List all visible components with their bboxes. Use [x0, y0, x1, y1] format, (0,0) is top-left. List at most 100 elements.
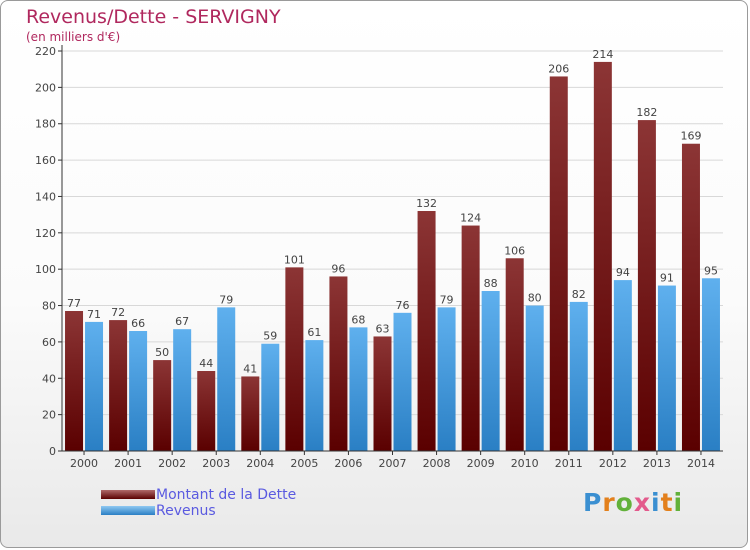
y-tick-label: 80	[42, 300, 56, 313]
bar-dette	[681, 143, 700, 451]
data-label-revenus: 67	[175, 315, 189, 328]
y-tick-label: 220	[35, 45, 56, 58]
bar-dette	[65, 311, 84, 451]
bar-dette	[241, 376, 260, 451]
data-label-revenus: 91	[660, 272, 674, 285]
x-tick-label: 2008	[423, 457, 451, 470]
bar-revenus	[613, 280, 632, 451]
bar-dette	[197, 371, 216, 451]
x-tick-label: 2012	[599, 457, 627, 470]
x-tick-label: 2013	[643, 457, 671, 470]
legend-label-dette: Montant de la Dette	[156, 487, 297, 503]
x-tick-label: 2002	[158, 457, 186, 470]
data-label-dette: 182	[636, 106, 657, 119]
bar-revenus	[481, 291, 500, 451]
y-tick-label: 60	[42, 336, 56, 349]
bar-revenus	[261, 343, 280, 451]
bar-revenus	[525, 305, 544, 451]
bar-dette	[593, 61, 612, 452]
bar-revenus	[569, 301, 588, 451]
bar-dette	[417, 211, 436, 451]
bar-revenus	[305, 340, 324, 451]
data-label-revenus: 66	[131, 317, 145, 330]
data-label-revenus: 79	[440, 293, 454, 306]
y-tick-label: 100	[35, 263, 56, 276]
bar-revenus	[393, 312, 412, 451]
y-tick-label: 200	[35, 81, 56, 94]
data-label-revenus: 71	[87, 308, 101, 321]
y-tick-label: 20	[42, 409, 56, 422]
proxiti-logo: Proxiti	[583, 488, 683, 517]
bar-dette	[461, 225, 480, 451]
data-label-dette: 77	[67, 297, 81, 310]
logo-letter: i	[673, 488, 684, 517]
y-tick-label: 120	[35, 227, 56, 240]
logo-letter: t	[660, 488, 674, 517]
bar-dette	[505, 258, 524, 451]
y-tick-label: 140	[35, 190, 56, 203]
data-label-dette: 41	[243, 362, 257, 375]
bar-revenus	[657, 285, 676, 451]
data-label-dette: 63	[376, 322, 390, 335]
x-tick-label: 2011	[555, 457, 583, 470]
data-label-dette: 72	[111, 306, 125, 319]
x-tick-label: 2009	[467, 457, 495, 470]
x-tick-label: 2003	[202, 457, 230, 470]
data-label-revenus: 76	[396, 299, 410, 312]
x-tick-label: 2014	[687, 457, 715, 470]
x-tick-label: 2006	[334, 457, 362, 470]
bar-dette	[329, 276, 348, 451]
bar-dette	[549, 76, 568, 452]
bar-dette	[373, 336, 392, 451]
bar-revenus	[173, 329, 192, 451]
data-label-dette: 96	[331, 262, 345, 275]
data-label-dette: 106	[504, 244, 525, 257]
data-label-dette: 132	[416, 197, 437, 210]
bar-revenus	[85, 321, 104, 451]
x-tick-label: 2010	[511, 457, 539, 470]
bar-revenus	[701, 278, 720, 451]
data-label-revenus: 88	[484, 277, 498, 290]
legend-label-revenus: Revenus	[156, 503, 216, 519]
bar-dette	[637, 120, 656, 451]
data-label-revenus: 61	[307, 326, 321, 339]
data-label-dette: 44	[199, 357, 213, 370]
y-tick-label: 180	[35, 118, 56, 131]
data-label-revenus: 82	[572, 288, 586, 301]
bar-revenus	[217, 307, 236, 451]
chart-title: Revenus/Dette - SERVIGNY	[26, 6, 281, 28]
data-label-revenus: 79	[219, 293, 233, 306]
data-label-dette: 214	[592, 48, 613, 61]
x-tick-label: 2004	[246, 457, 274, 470]
legend-swatch-dette	[101, 490, 155, 499]
data-label-revenus: 94	[616, 266, 630, 279]
bar-dette	[285, 267, 304, 451]
y-tick-label: 40	[42, 372, 56, 385]
data-label-revenus: 59	[263, 330, 277, 343]
data-label-dette: 169	[680, 130, 701, 143]
logo-letter: x	[633, 488, 651, 517]
logo-letter: P	[583, 488, 603, 517]
data-label-dette: 124	[460, 212, 481, 225]
legend-swatch-revenus	[101, 506, 155, 515]
data-label-dette: 101	[284, 253, 305, 266]
bar-revenus	[349, 327, 368, 451]
logo-letter: i	[651, 488, 661, 517]
data-label-revenus: 95	[704, 264, 718, 277]
x-tick-label: 2005	[290, 457, 318, 470]
x-tick-label: 2000	[70, 457, 98, 470]
logo-letter: r	[602, 488, 616, 517]
y-tick-label: 0	[49, 445, 56, 458]
data-label-revenus: 80	[528, 292, 542, 305]
data-label-dette: 50	[155, 346, 169, 359]
bar-revenus	[437, 307, 456, 451]
y-tick-label: 160	[35, 154, 56, 167]
data-label-revenus: 68	[351, 313, 365, 326]
x-tick-label: 2007	[379, 457, 407, 470]
bar-dette	[153, 360, 172, 451]
logo-letter: o	[615, 488, 634, 517]
chart-subtitle: (en milliers d'€)	[26, 30, 121, 44]
bar-dette	[109, 320, 128, 451]
